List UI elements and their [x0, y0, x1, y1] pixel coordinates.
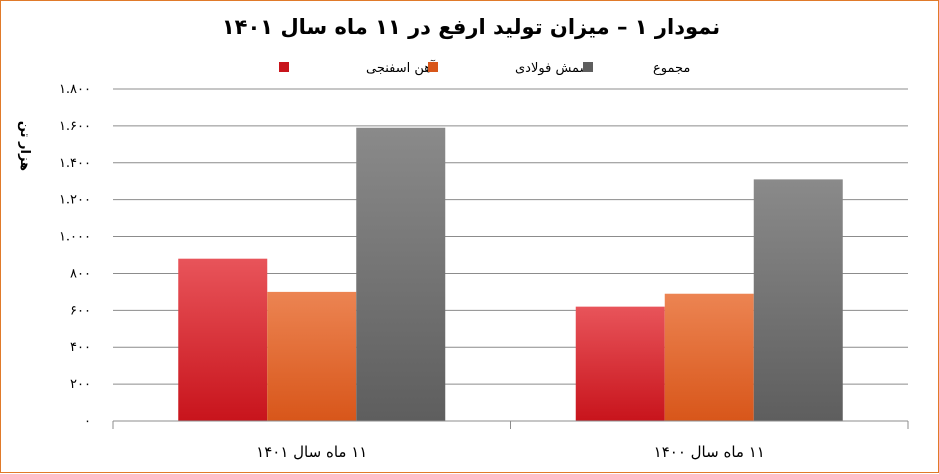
y-tick-label: ۱.۸۰۰: [59, 82, 91, 97]
legend-swatch: [428, 62, 438, 72]
y-tick-label: ۱.۶۰۰: [59, 119, 91, 134]
y-axis-label: هزار تن: [17, 121, 32, 171]
bar: [178, 258, 268, 421]
legend: آهن اسفنجی شمش فولادی مجموع: [279, 59, 690, 76]
legend-swatch: [279, 62, 289, 72]
y-tick-label: ۸۰۰: [70, 266, 91, 281]
y-tick-label: ۴۰۰: [70, 340, 91, 355]
bars: [178, 127, 843, 421]
y-tick-labels: ۰ ۲۰۰ ۴۰۰ ۶۰۰ ۸۰۰ ۱.۰۰۰ ۱.۲۰۰ ۱.۴۰۰ ۱.۶۰۰ ۱.۸۰۰: [59, 82, 91, 429]
legend-swatch: [583, 62, 593, 72]
chart-title: نمودار ۱ – میزان تولید ارفع در ۱۱ ماه سا…: [222, 15, 720, 39]
y-tick-label: ۰: [84, 414, 91, 429]
y-tick-label: ۱.۴۰۰: [59, 156, 91, 171]
bar: [753, 179, 843, 421]
y-tick-label: ۱.۲۰۰: [59, 193, 91, 208]
bar: [575, 306, 665, 421]
legend-label: شمش فولادی: [515, 61, 590, 76]
x-axis: [112, 420, 909, 429]
x-category-labels: ۱۱ ماه سال ۱۴۰۱ ۱۱ ماه سال ۱۴۰۰: [256, 443, 765, 461]
legend-label: مجموع: [653, 61, 690, 76]
y-tick-label: ۱.۰۰۰: [59, 230, 91, 245]
y-tick-label: ۶۰۰: [70, 303, 91, 318]
bar: [664, 293, 754, 421]
bar: [356, 127, 446, 421]
x-category-label: ۱۱ ماه سال ۱۴۰۰: [654, 443, 765, 461]
bar: [267, 291, 357, 421]
legend-label: آهن اسفنجی: [366, 59, 436, 76]
y-tick-label: ۲۰۰: [70, 377, 91, 392]
x-category-label: ۱۱ ماه سال ۱۴۰۱: [256, 443, 367, 461]
